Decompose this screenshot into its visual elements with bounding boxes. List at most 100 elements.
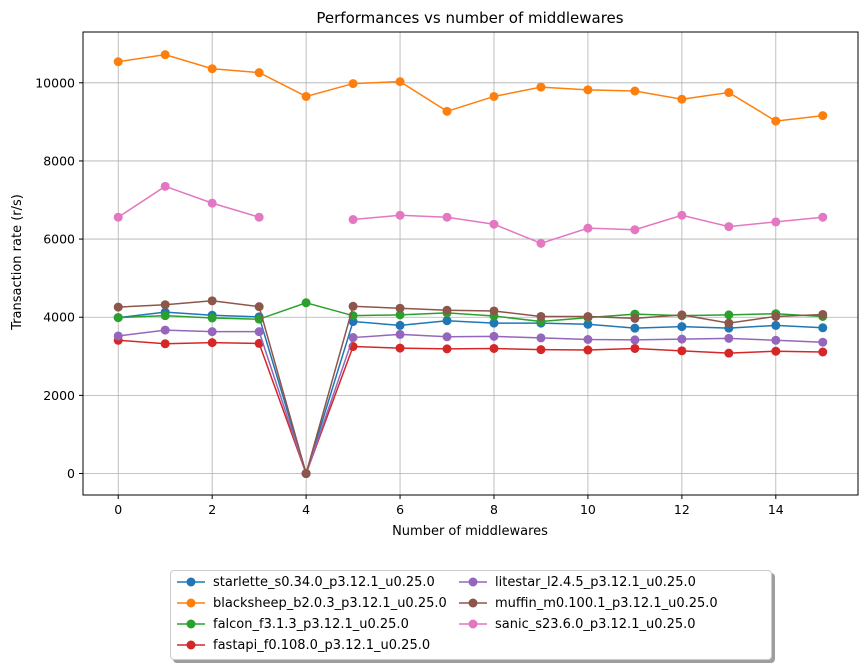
data-point [489,343,499,353]
x-tick-label: 12 [674,502,690,517]
data-point [724,222,734,232]
series-line [118,311,823,477]
data-point [583,334,593,344]
data-point [207,338,217,348]
data-point [536,82,546,92]
data-point [442,316,452,326]
grid [83,32,858,495]
data-point [395,303,405,313]
legend-label: litestar_l2.4.5_p3.12.1_u0.25.0 [495,574,696,590]
series-line [118,53,823,122]
data-point [536,238,546,248]
data-point [395,210,405,220]
data-point [630,86,640,96]
series-line [118,339,823,476]
legend-swatch [177,640,205,650]
series-blacksheep [113,50,828,126]
data-point [630,225,640,235]
x-tick-label: 6 [396,502,404,517]
data-point [489,91,499,101]
x-tick-label: 10 [580,502,596,517]
data-point [442,332,452,342]
data-point [489,331,499,341]
plot-series [113,50,828,479]
data-point [207,296,217,306]
y-tick-label: 8000 [43,153,75,168]
data-point [113,57,123,67]
legend-swatch [459,598,487,608]
data-point [160,311,170,321]
x-tick-label: 0 [114,502,122,517]
data-point [583,85,593,95]
legend-swatch-marker [186,619,196,629]
legend-label: falcon_f3.1.3_p3.12.1_u0.25.0 [213,616,409,632]
y-tick-label: 10000 [35,75,75,90]
x-tick-label: 2 [208,502,216,517]
data-point [395,343,405,353]
data-point [113,331,123,341]
series-muffin [113,296,828,479]
series-fastapi [113,335,828,479]
data-point [442,106,452,116]
data-point [771,320,781,330]
data-point [207,198,217,208]
data-point [442,344,452,354]
data-point [583,311,593,321]
legend-entry: fastapi_f0.108.0_p3.12.1_u0.25.0 [175,635,430,655]
legend-swatch-marker [186,640,196,650]
data-point [395,329,405,339]
data-point [207,327,217,337]
legend-swatch-marker [468,598,478,608]
data-point [489,318,499,328]
data-point [348,301,358,311]
legend-label: starlette_s0.34.0_p3.12.1_u0.25.0 [213,574,435,590]
data-point [536,311,546,321]
data-point [630,323,640,333]
data-point [630,313,640,323]
data-point [536,345,546,355]
data-point [818,111,828,121]
y-tick-label: 0 [67,466,75,481]
data-point [677,334,687,344]
y-tick-label: 4000 [43,310,75,325]
data-point [724,333,734,343]
data-point [724,318,734,328]
legend-swatch-marker [468,619,478,629]
data-point [818,309,828,319]
legend-label: blacksheep_b2.0.3_p3.12.1_u0.25.0 [213,595,447,611]
series-line [118,329,823,476]
data-point [301,469,311,479]
series-line [117,185,260,218]
data-point [771,311,781,321]
legend-swatch [177,598,205,608]
legend-entry: litestar_l2.4.5_p3.12.1_u0.25.0 [457,572,696,592]
data-point [818,347,828,357]
data-point [348,215,358,225]
x-tick-label: 8 [490,502,498,517]
y-axis-label: Transaction rate (r/s) [10,194,25,331]
data-point [254,338,264,348]
legend-swatch [459,577,487,587]
data-point [113,313,123,323]
data-point [771,335,781,345]
legend-label: muffin_m0.100.1_p3.12.1_u0.25.0 [495,595,718,611]
data-point [677,210,687,220]
data-point [301,91,311,101]
data-point [724,88,734,98]
data-point [724,348,734,358]
plot-frame [82,31,859,496]
data-point [113,212,123,222]
data-point [489,306,499,316]
data-point [254,327,264,337]
data-point [395,320,405,330]
data-point [677,310,687,320]
data-point [489,219,499,229]
series-sanic [113,181,828,248]
data-point [395,77,405,87]
data-point [160,50,170,60]
data-point [254,212,264,222]
data-point [536,333,546,343]
data-point [771,116,781,126]
data-point [677,94,687,104]
